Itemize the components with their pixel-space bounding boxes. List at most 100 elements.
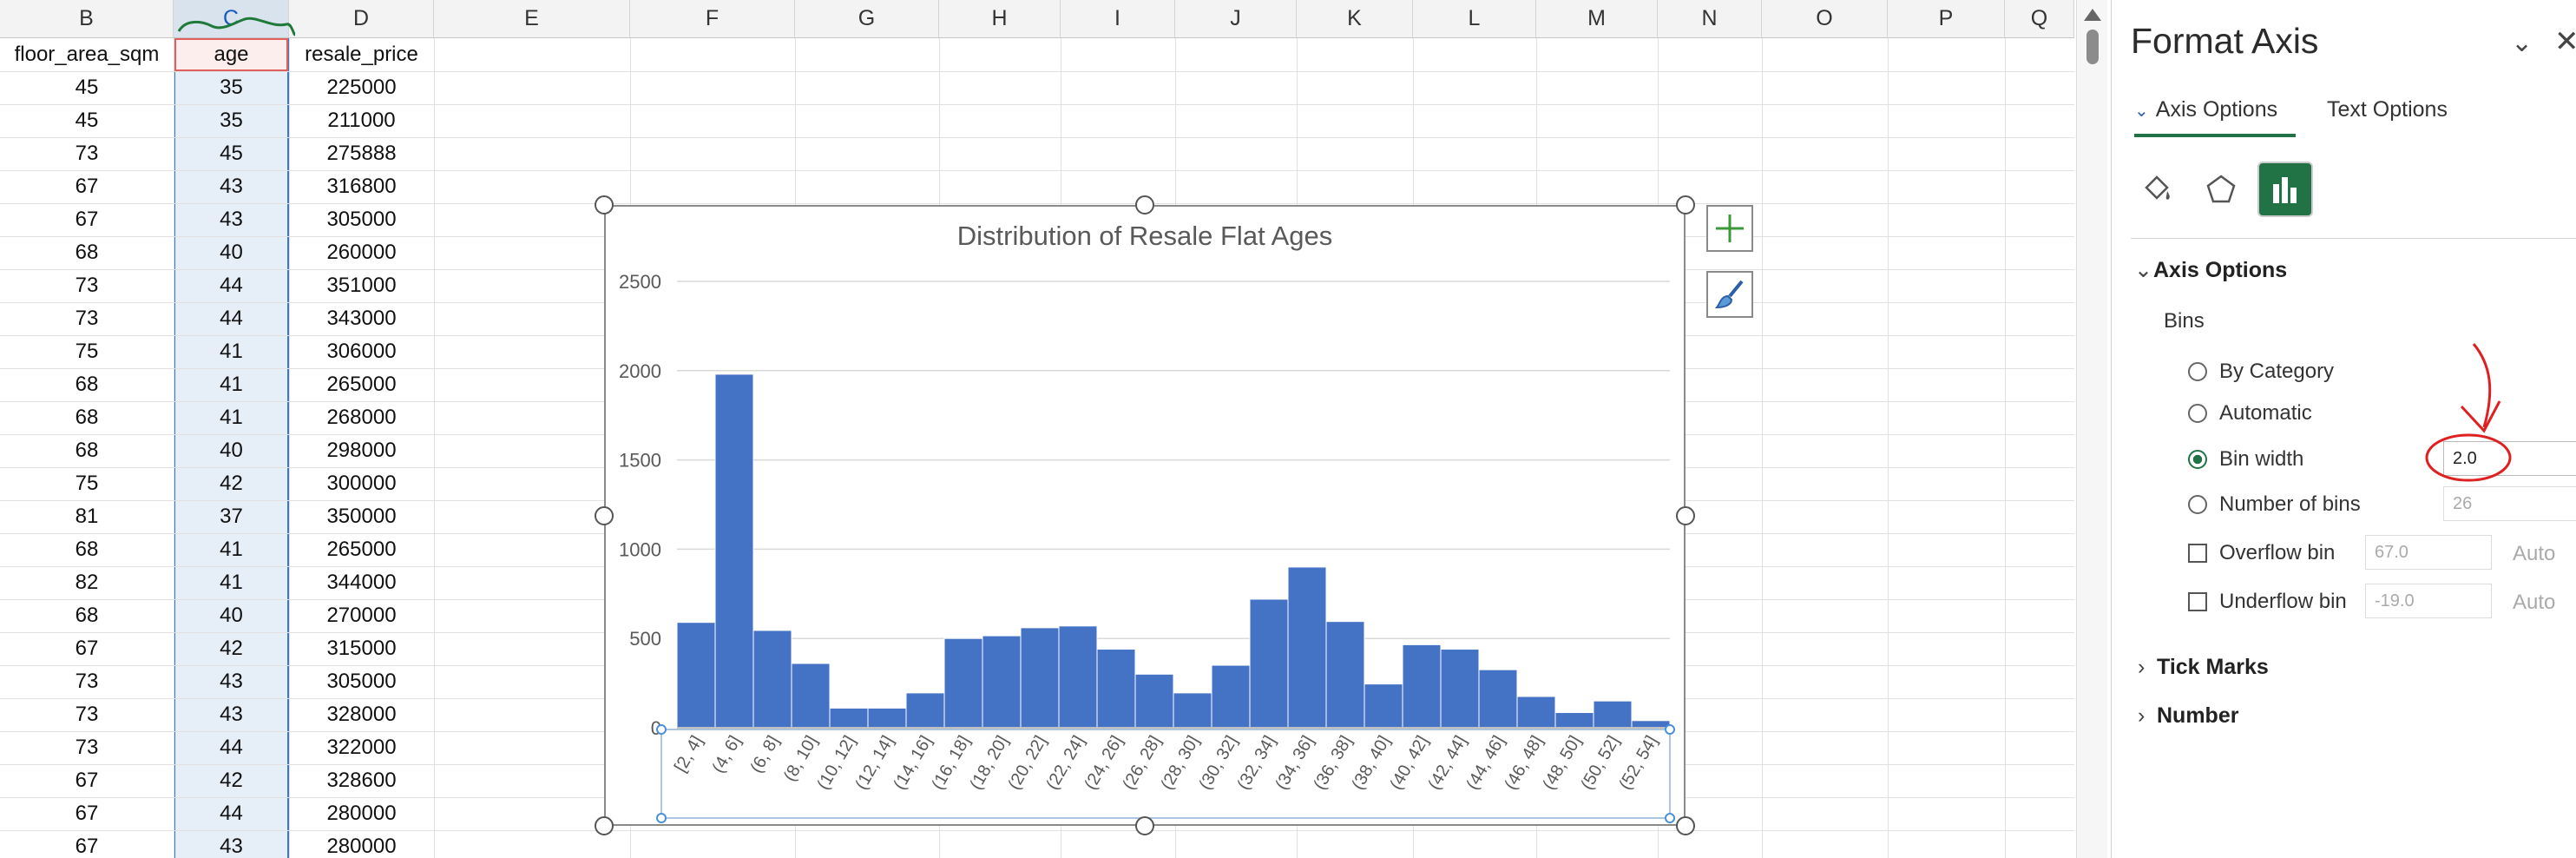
section-number[interactable]: › Number (2138, 703, 2238, 729)
header-cell[interactable]: age (214, 43, 249, 66)
column-header-n[interactable]: N (1658, 0, 1762, 38)
table-cell[interactable]: 67 (75, 769, 99, 792)
fill-line-button[interactable] (2129, 162, 2185, 217)
table-cell[interactable]: 68 (75, 373, 99, 396)
table-cell[interactable]: 41 (220, 373, 243, 396)
table-cell[interactable]: 35 (220, 109, 243, 132)
table-cell[interactable]: 73 (75, 142, 99, 165)
overflow-auto-button[interactable]: Auto (2513, 542, 2556, 565)
column-header-p[interactable]: P (1888, 0, 2005, 38)
table-cell[interactable]: 280000 (326, 802, 397, 825)
table-cell[interactable]: 73 (75, 736, 99, 759)
table-cell[interactable]: 265000 (326, 373, 397, 396)
histogram-chart[interactable]: Distribution of Resale Flat Ages 0 500 100… (604, 205, 1686, 826)
table-cell[interactable]: 68 (75, 241, 99, 264)
chart-resize-handle[interactable] (1676, 195, 1695, 214)
table-cell[interactable]: 268000 (326, 406, 397, 429)
table-cell[interactable]: 82 (75, 571, 99, 594)
table-cell[interactable]: 41 (220, 538, 243, 561)
table-cell[interactable]: 280000 (326, 835, 397, 858)
table-cell[interactable]: 67 (75, 802, 99, 825)
header-cell[interactable]: resale_price (305, 43, 418, 66)
option-automatic[interactable]: Automatic (2188, 400, 2312, 426)
chart-resize-handle[interactable] (1676, 505, 1695, 525)
underflow-bin-option[interactable]: Underflow bin (2188, 589, 2347, 615)
number-of-bins-input[interactable]: 26 (2443, 486, 2576, 521)
table-cell[interactable]: 68 (75, 604, 99, 627)
table-cell[interactable]: 44 (220, 274, 243, 297)
column-header-q[interactable]: Q (2005, 0, 2074, 38)
chart-resize-handle[interactable] (595, 816, 614, 835)
chart-resize-handle[interactable] (1676, 816, 1695, 835)
table-cell[interactable]: 265000 (326, 538, 397, 561)
table-cell[interactable]: 275888 (326, 142, 397, 165)
column-header-b[interactable]: B (0, 0, 174, 38)
table-cell[interactable]: 42 (220, 472, 243, 495)
table-cell[interactable]: 344000 (326, 571, 397, 594)
table-cell[interactable]: 67 (75, 835, 99, 858)
table-cell[interactable]: 73 (75, 670, 99, 693)
table-cell[interactable]: 81 (75, 505, 99, 528)
tab-axis-options[interactable]: ⌄ Axis Options (2134, 97, 2277, 122)
underflow-bin-input[interactable]: -19.0 (2365, 584, 2492, 618)
tab-text-options[interactable]: Text Options (2327, 97, 2448, 122)
table-cell[interactable]: 75 (75, 472, 99, 495)
scroll-up-icon[interactable] (2084, 9, 2101, 21)
table-cell[interactable]: 322000 (326, 736, 397, 759)
table-cell[interactable]: 43 (220, 175, 243, 198)
column-header-e[interactable]: E (434, 0, 630, 38)
table-cell[interactable]: 37 (220, 505, 243, 528)
table-cell[interactable]: 45 (75, 76, 99, 99)
table-cell[interactable]: 73 (75, 703, 99, 726)
option-bin-width[interactable]: Bin width (2188, 446, 2303, 472)
chevron-down-icon[interactable]: ⌄ (2511, 29, 2533, 57)
radio-by-category[interactable] (2188, 362, 2207, 381)
column-header-d[interactable]: D (289, 0, 434, 38)
radio-number-of-bins[interactable] (2188, 495, 2207, 514)
table-cell[interactable]: 68 (75, 406, 99, 429)
radio-automatic[interactable] (2188, 404, 2207, 423)
section-axis-options[interactable]: ⌄Axis Options (2134, 257, 2287, 283)
table-cell[interactable]: 211000 (327, 109, 396, 132)
column-header-g[interactable]: G (795, 0, 939, 38)
table-cell[interactable]: 41 (220, 340, 243, 363)
header-cell[interactable]: floor_area_sqm (14, 43, 160, 66)
table-cell[interactable]: 270000 (326, 604, 397, 627)
table-cell[interactable]: 43 (220, 703, 243, 726)
table-cell[interactable]: 67 (75, 175, 99, 198)
column-header-l[interactable]: L (1413, 0, 1536, 38)
column-header-f[interactable]: F (630, 0, 795, 38)
chart-resize-handle[interactable] (595, 195, 614, 214)
table-cell[interactable]: 298000 (326, 439, 397, 462)
radio-bin-width[interactable] (2188, 450, 2207, 469)
table-cell[interactable]: 315000 (326, 637, 397, 660)
table-cell[interactable]: 306000 (326, 340, 397, 363)
table-cell[interactable]: 67 (75, 208, 99, 231)
vertical-scrollbar[interactable] (2076, 0, 2107, 858)
table-cell[interactable]: 305000 (326, 208, 397, 231)
chart-resize-handle[interactable] (595, 505, 614, 525)
axis-options-button[interactable] (2257, 162, 2313, 217)
column-header-c[interactable]: C (174, 0, 289, 38)
column-header-j[interactable]: J (1175, 0, 1297, 38)
chart-styles-button[interactable] (1706, 271, 1753, 318)
table-cell[interactable]: 316800 (326, 175, 397, 198)
column-header-o[interactable]: O (1762, 0, 1888, 38)
table-cell[interactable]: 73 (75, 274, 99, 297)
table-cell[interactable]: 328600 (326, 769, 397, 792)
overflow-bin-option[interactable]: Overflow bin (2188, 540, 2335, 566)
scroll-thumb[interactable] (2086, 30, 2099, 64)
table-cell[interactable]: 328000 (326, 703, 397, 726)
chart-resize-handle[interactable] (1135, 816, 1154, 835)
column-header-i[interactable]: I (1061, 0, 1175, 38)
table-cell[interactable]: 42 (220, 769, 243, 792)
table-cell[interactable]: 44 (220, 802, 243, 825)
underflow-bin-checkbox[interactable] (2188, 592, 2207, 611)
table-cell[interactable]: 68 (75, 538, 99, 561)
table-cell[interactable]: 41 (220, 571, 243, 594)
table-cell[interactable]: 40 (220, 439, 243, 462)
table-cell[interactable]: 35 (220, 76, 243, 99)
table-cell[interactable]: 44 (220, 307, 243, 330)
table-cell[interactable]: 43 (220, 835, 243, 858)
